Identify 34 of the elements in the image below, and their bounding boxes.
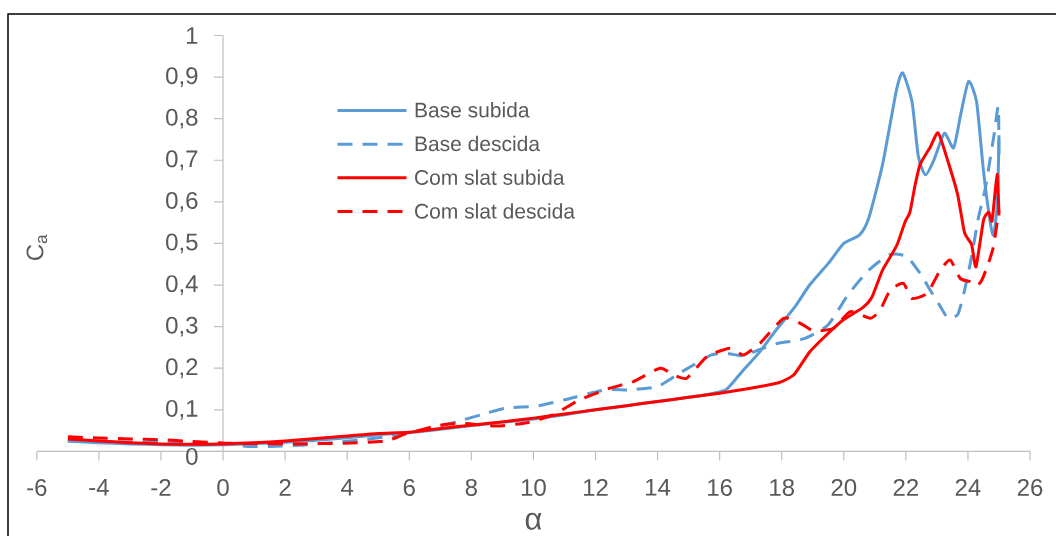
x-tick-label: 4 xyxy=(341,478,354,496)
x-tick-label: 24 xyxy=(955,478,981,496)
x-tick-label: 8 xyxy=(465,478,477,496)
y-tick-label: 0,9 xyxy=(166,67,198,87)
y-tick-label: 0 xyxy=(186,447,198,465)
legend-label: Base subida xyxy=(415,102,530,118)
y-tick-label: 0,7 xyxy=(166,150,198,171)
y-tick-label: 0,3 xyxy=(166,316,198,337)
y-tick-label: 0,6 xyxy=(166,191,198,212)
x-tick-label: 10 xyxy=(521,478,546,496)
x-axis-title: α xyxy=(525,512,542,530)
x-tick-label: -4 xyxy=(89,478,109,496)
x-tick-label: 14 xyxy=(646,478,671,496)
legend-label: Base descida xyxy=(415,135,541,152)
y-tick-label: 0,2 xyxy=(166,358,198,379)
legend-label: Com slat descida xyxy=(415,203,576,219)
x-tick-label: 12 xyxy=(583,478,608,496)
y-tick-label: 0,1 xyxy=(166,399,198,420)
x-tick-label: 6 xyxy=(403,478,415,496)
y-tick-label: 1 xyxy=(186,27,198,44)
y-axis-title: C$_{a}$ xyxy=(26,234,48,260)
x-tick-label: -2 xyxy=(151,478,171,496)
y-tick-label: 0,4 xyxy=(166,275,198,295)
x-tick-label: 16 xyxy=(708,478,732,496)
x-tick-label: 22 xyxy=(893,478,918,496)
legend-label: Com slat subida xyxy=(415,169,565,185)
y-tick-label: 0,5 xyxy=(166,233,198,254)
x-tick-label: -6 xyxy=(27,478,47,496)
y-tick-label: 0,8 xyxy=(166,108,198,129)
x-tick-label: 26 xyxy=(1017,478,1043,496)
x-tick-label: 0 xyxy=(217,478,229,496)
x-tick-label: 2 xyxy=(279,478,291,496)
x-tick-label: 18 xyxy=(770,478,794,496)
x-tick-label: 20 xyxy=(831,478,857,496)
